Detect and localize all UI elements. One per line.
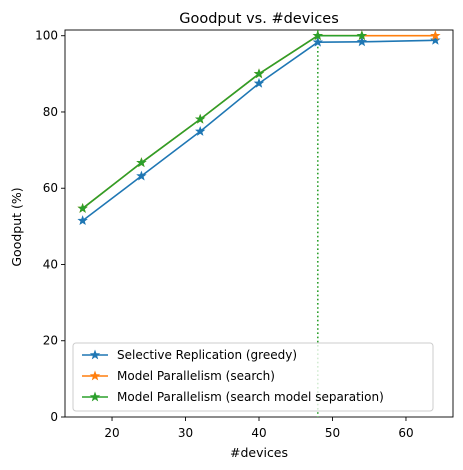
series-line [82,39,436,222]
y-tick-label: 60 [43,181,58,195]
series-3 [77,30,368,213]
legend-swatch-marker [89,349,101,360]
x-tick-label: 20 [104,426,119,440]
data-point [356,30,368,41]
x-tick-label: 30 [178,426,193,440]
legend-item: Selective Replication (greedy) [82,348,297,362]
data-point [136,157,147,168]
x-tick-label: 50 [325,426,340,440]
legend-box [72,342,434,412]
data-point [77,202,88,213]
x-axis-label: #devices [230,445,288,460]
data-point [253,68,265,79]
data-point [136,170,147,181]
x-tick-label: 40 [251,426,266,440]
data-point [195,113,206,124]
y-axis-label: Goodput (%) [9,187,24,266]
legend-item: Model Parallelism (search model separati… [82,390,384,404]
legend-label: Model Parallelism (search model separati… [117,390,384,404]
series-line [82,34,436,210]
data-point [430,30,441,41]
chart-title: Goodput vs. #devices [179,11,339,27]
series-1 [77,34,441,226]
y-tick-label: 100 [35,29,58,43]
series-2 [77,30,441,213]
plot-area: 20 30 40 50 60 0 20 40 60 80 100 [35,29,454,440]
data-point [312,30,323,41]
data-point [253,77,265,88]
legend-swatch-marker [89,370,101,381]
data-point [312,36,323,47]
legend-item: Model Parallelism (search) [82,369,275,383]
data-point [195,125,206,136]
data-point [430,34,441,45]
data-point [77,215,88,226]
legend-label: Selective Replication (greedy) [117,348,297,362]
series-line [82,34,362,210]
y-tick-label: 80 [43,105,58,119]
y-tick-label: 20 [43,334,58,348]
legend-label: Model Parallelism (search) [117,369,275,383]
legend-swatch-marker [89,391,101,402]
legend: Selective Replication (greedy) Model Para… [72,342,434,412]
y-tick-label: 40 [43,257,58,271]
data-point [356,36,368,47]
x-tick-label: 60 [398,426,413,440]
y-tick-label: 0 [50,410,58,424]
